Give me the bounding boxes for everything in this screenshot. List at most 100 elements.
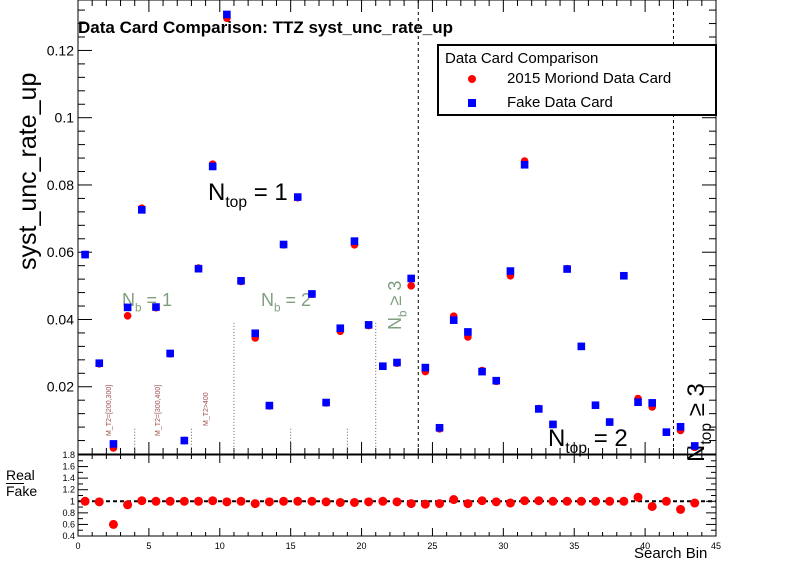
ratio-point (364, 497, 374, 507)
ratio-point (534, 496, 544, 506)
point-fake (464, 328, 472, 336)
ratio-point (463, 499, 473, 509)
y-tick-label: 0.06 (47, 244, 74, 260)
x-tick-label: 25 (427, 541, 437, 551)
ratio-point (406, 499, 416, 509)
point-fake (152, 303, 160, 311)
annotation-nb-1: Nb = 1 (122, 290, 172, 314)
ratio-point (548, 496, 558, 506)
ratio-y-tick-label: 1.2 (62, 485, 75, 495)
point-fake (336, 324, 345, 333)
point-fake (676, 422, 685, 431)
x-tick-label: 15 (286, 541, 296, 551)
y-tick-label: 0.1 (55, 110, 75, 126)
legend-marker-square (468, 99, 476, 107)
y-tick-label: 0.04 (47, 311, 74, 327)
point-fake (478, 367, 486, 376)
ratio-point (647, 501, 657, 511)
ratio-point (491, 497, 501, 507)
point-fake (534, 405, 543, 413)
ratio-point (619, 496, 629, 506)
x-tick-label: 35 (569, 541, 579, 551)
ratio-point (179, 496, 189, 506)
ratio-point (505, 498, 515, 508)
ratio-point (676, 504, 686, 514)
point-fake (81, 250, 89, 259)
ratio-point (520, 496, 530, 506)
ratio-point (321, 497, 331, 507)
ratio-point (194, 496, 204, 506)
ratio-point (420, 499, 430, 509)
point-fake (591, 401, 600, 410)
point-fake (251, 329, 260, 338)
ratio-point (108, 519, 118, 529)
point-moriond (123, 311, 132, 320)
point-fake (208, 162, 217, 171)
point-fake (322, 398, 330, 407)
point-fake (449, 316, 458, 324)
ratio-point (293, 496, 303, 506)
ratio-point (392, 497, 402, 507)
ratio-point (562, 496, 572, 506)
ratio-point (264, 497, 274, 507)
legend-title: Data Card Comparison (445, 50, 599, 67)
point-fake (648, 399, 656, 407)
ratio-point (208, 496, 218, 506)
point-fake (520, 160, 529, 169)
ratio-point (165, 496, 175, 506)
y-tick-label: 0.08 (47, 177, 74, 193)
point-fake (492, 376, 501, 385)
x-tick-label: 10 (215, 541, 225, 551)
point-fake (350, 237, 359, 245)
annotation-ntop-3: Ntop ≥ 3 (683, 383, 715, 462)
point-fake (506, 267, 515, 275)
ratio-point (690, 498, 700, 508)
ratio-point (222, 497, 232, 507)
ratio-point (236, 496, 246, 506)
point-fake (577, 342, 586, 351)
ratio-point (590, 496, 600, 506)
x-tick-label: 20 (357, 541, 367, 551)
x-tick-label: 30 (498, 541, 508, 551)
point-fake (379, 362, 387, 371)
point-fake (109, 440, 118, 448)
annotation-mt2-2: M_T2=[300,400] (155, 385, 162, 436)
ratio-y-tick-label: 1.4 (62, 473, 75, 483)
point-fake (690, 442, 699, 450)
ratio-point (435, 499, 445, 509)
annotation-nb-2: Nb = 2 (261, 290, 311, 314)
point-fake (166, 349, 174, 358)
point-fake (662, 428, 671, 436)
ratio-point (94, 497, 104, 507)
y-tick-label: 0.02 (47, 379, 74, 395)
point-fake (364, 321, 373, 329)
point-fake (421, 363, 430, 372)
x-axis-label: Search Bin (634, 545, 708, 562)
annotation-nb-3: Nb ≥ 3 (385, 281, 409, 330)
ratio-point (335, 497, 345, 507)
point-fake (407, 274, 415, 283)
ratio-point (661, 496, 671, 506)
legend-label-moriond: 2015 Moriond Data Card (507, 70, 672, 87)
ratio-label-numerator: Real (6, 467, 35, 484)
point-fake (549, 420, 557, 429)
point-fake (634, 398, 642, 407)
ratio-point (576, 496, 586, 506)
x-tick-label: 5 (146, 541, 151, 551)
point-fake (620, 271, 628, 280)
ratio-point (250, 499, 260, 509)
ratio-y-tick-label: 0.8 (62, 508, 75, 518)
annotation-ntop-1: Ntop = 1 (208, 179, 288, 211)
ratio-point (378, 496, 388, 506)
ratio-point (123, 500, 133, 510)
point-fake (435, 423, 444, 432)
point-moriond (407, 282, 415, 290)
point-fake (123, 303, 132, 312)
point-fake (308, 290, 316, 298)
x-tick-label: 45 (711, 541, 721, 551)
ratio-point (80, 496, 90, 506)
ratio-point (151, 496, 161, 506)
x-tick-label: 0 (75, 541, 80, 551)
point-fake (223, 10, 231, 19)
